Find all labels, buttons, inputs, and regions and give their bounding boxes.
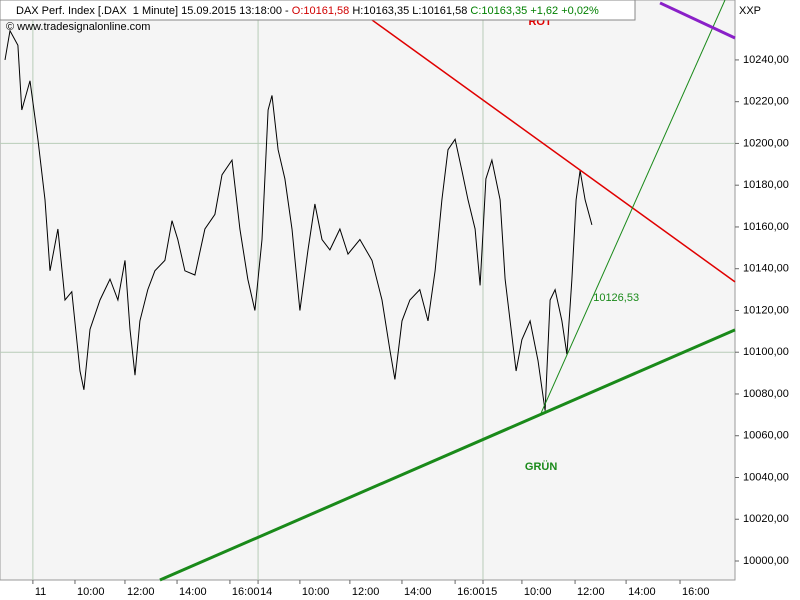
header-part: C:10163,35 +1,62 +0,02% [470, 5, 599, 17]
x-tick-label: 15 [485, 586, 497, 598]
x-tick-label: 16:00 [232, 586, 260, 598]
header-part: H:10163,35 L:10161,58 [349, 5, 470, 17]
trend-line [659, 1, 736, 40]
y-tick-label: 10040,00 [743, 471, 789, 483]
trend-line [364, 14, 736, 283]
annotation: 10126,53 [593, 292, 639, 304]
x-tick-label: 16:00 [682, 586, 710, 598]
y-tick-label: 10100,00 [743, 346, 789, 358]
x-tick-label: 14:00 [628, 586, 656, 598]
axis-name: XXP [739, 5, 761, 17]
y-tick-label: 10020,00 [743, 513, 789, 525]
x-tick-label: 12:00 [352, 586, 380, 598]
header-box [0, 0, 636, 21]
price-line [4, 29, 593, 411]
y-tick-label: 10160,00 [743, 221, 789, 233]
copyright: © www.tradesignalonline.com [6, 21, 150, 33]
y-tick-label: 10140,00 [743, 263, 789, 275]
y-tick-label: 10060,00 [743, 430, 789, 442]
x-tick-label: 10:00 [524, 586, 552, 598]
x-tick-label: 14 [260, 586, 272, 598]
x-tick-label: 11 [35, 586, 46, 598]
header-part: O:10161,58 [292, 5, 350, 17]
header-part: DAX Perf. Index [.DAX 1 Minute] 15.09.20… [16, 5, 292, 17]
header: DAX Perf. Index [.DAX 1 Minute] 15.09.20… [16, 5, 599, 17]
y-tick-label: 10080,00 [743, 388, 789, 400]
x-tick-label: 14:00 [404, 586, 432, 598]
trend-line [540, 0, 726, 414]
x-tick-label: 12:00 [127, 586, 155, 598]
x-tick-label: 16:00 [457, 586, 485, 598]
y-tick-label: 10220,00 [743, 96, 789, 108]
y-tick-label: 10000,00 [743, 555, 789, 567]
trend-line [159, 328, 736, 582]
y-tick-label: 10120,00 [743, 304, 789, 316]
x-tick-label: 10:00 [77, 586, 105, 598]
annotation: GRÜN [525, 460, 557, 473]
y-tick-label: 10200,00 [743, 137, 789, 149]
y-tick-label: 10240,00 [743, 54, 789, 66]
x-tick-label: 10:00 [302, 586, 330, 598]
plot-area [0, 0, 736, 581]
y-tick-label: 10180,00 [743, 179, 789, 191]
x-tick-label: 12:00 [577, 586, 605, 598]
x-tick-label: 14:00 [179, 586, 207, 598]
